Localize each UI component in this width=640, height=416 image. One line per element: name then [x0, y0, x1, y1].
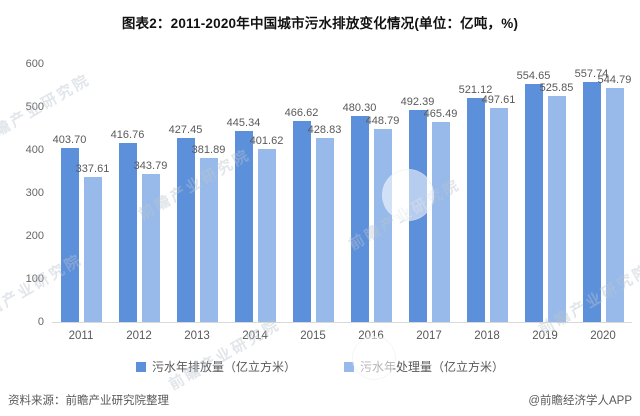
x-axis-tick-label: 2011 [68, 330, 94, 342]
bar-value-label: 445.34 [226, 116, 261, 129]
legend-label: 污水年处理量（亿立方米） [360, 360, 505, 374]
y-axis-tick-label: 300 [25, 187, 44, 199]
bar-pair: 480.30 448.79 [343, 64, 399, 322]
bar-pair: 557.74 544.79 [575, 64, 631, 322]
treatment-bar: 343.79 [134, 160, 167, 322]
bar-group: 445.34 401.62 2014 [226, 64, 284, 364]
legend-label: 污水年排放量（亿立方米） [151, 360, 296, 374]
bar-pair: 416.76 343.79 [111, 64, 167, 322]
discharge-bar: 403.70 [53, 134, 86, 322]
credit-note: @前瞻经济学人APP [528, 395, 632, 407]
bar-value-label: 427.45 [168, 124, 203, 137]
chart-title: 图表2：2011-2020年中国城市污水排放变化情况(单位：亿吨，%) [121, 16, 519, 31]
x-axis-tick-label: 2015 [300, 330, 326, 342]
discharge-bar: 480.30 [343, 102, 376, 322]
legend-item: 污水年排放量（亿立方米） [135, 358, 296, 375]
bar-group: 416.76 343.79 2012 [110, 64, 168, 364]
bar-value-label: 557.74 [574, 68, 609, 81]
bar-value-label: 448.79 [365, 115, 400, 127]
treatment-bar: 401.62 [250, 135, 283, 322]
bar-group: 554.65 525.85 2019 [516, 64, 574, 364]
treatment-bar: 381.89 [192, 144, 225, 322]
y-axis-tick-label: 600 [25, 58, 44, 70]
x-axis-tick-label: 2013 [184, 330, 210, 342]
bar-value-label: 465.49 [423, 107, 458, 120]
bar-value-label: 521.12 [458, 83, 493, 96]
x-axis-line [52, 322, 632, 323]
y-axis: 0 100 200 300 400 500 600 [10, 58, 48, 328]
treatment-bar: 337.61 [76, 163, 109, 322]
legend-item: 污水年处理量（亿立方米） [344, 358, 504, 375]
bar-value-label: 554.65 [516, 69, 551, 82]
bar-value-label: 343.79 [133, 160, 168, 173]
bar-value-label: 403.70 [52, 134, 87, 147]
discharge-bar: 466.62 [285, 107, 318, 322]
bar-groups: 403.70 337.61 2011 416.76 343.79 2012 427.45 38… [52, 64, 632, 364]
x-axis-tick-label: 2019 [532, 330, 558, 342]
footer: 资料来源：前瞻产业研究院整理 @前瞻经济学人APP [8, 392, 632, 408]
bar-group: 403.70 337.61 2011 [52, 64, 110, 364]
bar-chart: 0 100 200 300 400 500 600 403.70 337.61 2011 416.… [10, 58, 632, 364]
x-axis-tick-label: 2017 [416, 330, 442, 342]
treatment-bar: 497.61 [482, 94, 515, 322]
bar-group: 492.39 465.49 2017 [400, 64, 458, 364]
treatment-bar: 448.79 [366, 115, 399, 322]
bar-value-label: 525.85 [539, 81, 574, 94]
bar-value-label: 428.83 [307, 123, 342, 136]
bar-group: 466.62 428.83 2015 [284, 64, 342, 364]
legend-swatch-icon [135, 361, 146, 372]
y-axis-tick-label: 500 [25, 101, 44, 113]
bar-value-label: 480.30 [342, 101, 377, 114]
bar-pair: 445.34 401.62 [227, 64, 283, 322]
discharge-bar: 445.34 [227, 117, 260, 322]
discharge-bar: 416.76 [111, 129, 144, 322]
y-axis-tick-label: 0 [37, 316, 44, 328]
bar-group: 427.45 381.89 2013 [168, 64, 226, 364]
treatment-bar: 525.85 [540, 82, 573, 322]
bar-value-label: 337.61 [75, 162, 110, 175]
bar-value-label: 416.76 [110, 128, 145, 141]
bar-pair: 521.12 497.61 [459, 64, 515, 322]
x-axis-tick-label: 2014 [242, 330, 268, 342]
bar-value-label: 466.62 [284, 107, 319, 120]
bar-value-label: 544.79 [597, 73, 632, 86]
y-axis-tick-label: 100 [25, 273, 44, 285]
bar-value-label: 381.89 [191, 143, 226, 156]
bar-value-label: 401.62 [249, 135, 284, 148]
plot-area: 403.70 337.61 2011 416.76 343.79 2012 427.45 38… [52, 64, 632, 364]
y-axis-tick-label: 400 [25, 144, 44, 156]
bar-pair: 466.62 428.83 [285, 64, 341, 322]
bar-group: 521.12 497.61 2018 [458, 64, 516, 364]
bar-pair: 403.70 337.61 [53, 64, 109, 322]
source-note: 资料来源：前瞻产业研究院整理 [8, 395, 169, 407]
legend-swatch-icon [344, 361, 354, 372]
treatment-bar: 428.83 [308, 124, 341, 322]
treatment-bar: 544.79 [598, 74, 631, 322]
discharge-bar: 427.45 [169, 124, 202, 322]
bar-value-label: 497.61 [481, 94, 516, 106]
x-axis-tick-label: 2016 [358, 330, 384, 342]
bar-value-label: 492.39 [400, 96, 435, 109]
discharge-bar: 557.74 [575, 68, 608, 322]
discharge-bar: 521.12 [459, 84, 492, 322]
bar-group: 557.74 544.79 2020 [574, 64, 632, 364]
x-axis-tick-label: 2012 [126, 330, 152, 342]
discharge-bar: 492.39 [401, 96, 434, 322]
y-axis-tick-label: 200 [25, 230, 44, 242]
legend: 污水年排放量（亿立方米） 污水年处理量（亿立方米） [0, 358, 640, 375]
bar-group: 480.30 448.79 2016 [342, 64, 400, 364]
treatment-bar: 465.49 [424, 108, 457, 322]
x-axis-tick-label: 2018 [474, 330, 500, 342]
discharge-bar: 554.65 [517, 70, 550, 322]
bar-pair: 492.39 465.49 [401, 64, 457, 322]
bar-pair: 427.45 381.89 [169, 64, 225, 322]
bar-pair: 554.65 525.85 [517, 64, 573, 322]
x-axis-tick-label: 2020 [590, 330, 616, 342]
